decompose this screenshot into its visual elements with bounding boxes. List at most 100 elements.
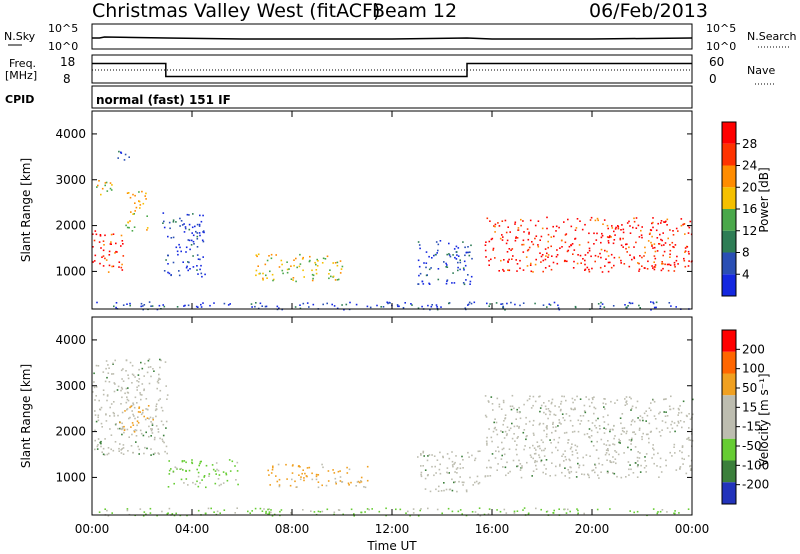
power-cell (419, 247, 421, 250)
power-cell (600, 236, 603, 239)
velocity-cell (645, 433, 648, 436)
velocity-cell (261, 510, 264, 512)
power-cell (417, 241, 420, 243)
velocity-cell (346, 472, 349, 474)
power-cell (463, 260, 466, 263)
velocity-cell (165, 385, 167, 387)
power-cell (626, 243, 628, 245)
velocity-cell (594, 424, 596, 427)
power-cell (546, 216, 548, 219)
power-cell (445, 266, 447, 268)
velocity-cell (120, 369, 123, 372)
velocity-cell (555, 446, 557, 449)
velocity-cell (102, 453, 105, 456)
power-cell (664, 263, 666, 266)
velocity-cell (337, 509, 340, 511)
velocity-cell (501, 448, 504, 451)
power-cell (557, 307, 560, 309)
power-cell (398, 305, 400, 308)
power-cell (288, 268, 290, 270)
velocity-cell (647, 433, 649, 436)
power-cell (306, 302, 309, 304)
power-cell (315, 272, 318, 275)
power-cell (456, 254, 458, 256)
velocity-cell (95, 364, 98, 367)
power-cell (163, 226, 166, 229)
power-cell (658, 243, 660, 245)
velocity-cell (540, 460, 542, 463)
velocity-cell (689, 439, 692, 441)
velocity-cell (300, 476, 302, 478)
velocity-cell (215, 473, 217, 475)
velocity-cell (205, 486, 207, 489)
velocity-cell (576, 508, 578, 510)
velocity-cell (563, 460, 565, 462)
velocity-cell (565, 458, 567, 461)
power-cell (464, 246, 466, 249)
velocity-cell (95, 395, 97, 397)
power-cell (418, 274, 420, 277)
velocity-cell (120, 428, 122, 430)
velocity-cell (438, 468, 441, 471)
velocity-cell (106, 395, 109, 397)
power-cell (328, 277, 330, 280)
power-cell (99, 262, 101, 265)
velocity-cell (231, 460, 234, 463)
power-cell (526, 265, 529, 267)
velocity-cell (511, 437, 514, 440)
velocity-cell (426, 459, 429, 462)
power-cell (486, 302, 488, 305)
velocity-cell (689, 465, 691, 468)
velocity-cell (549, 411, 552, 413)
power-cell (186, 265, 188, 268)
velocity-cell (150, 421, 152, 423)
velocity-cell (518, 406, 520, 409)
velocity-cell (639, 471, 642, 473)
power-cell (534, 237, 536, 240)
power-cell (126, 226, 129, 229)
power-cell (516, 237, 519, 239)
power-cell (473, 301, 476, 304)
power-cell (537, 245, 540, 248)
velocity-cell (498, 450, 500, 453)
velocity-cell (559, 463, 561, 466)
power-cell (510, 301, 512, 304)
cpid-text: normal (fast) 151 IF (96, 93, 231, 107)
power-cell (259, 302, 262, 305)
velocity-cell (125, 370, 127, 372)
velocity-cell (119, 427, 121, 430)
power-cell (316, 265, 319, 267)
velocity-cell (137, 445, 139, 448)
power-cell (614, 234, 616, 236)
power-cell (639, 307, 641, 309)
velocity-cell (605, 452, 608, 454)
power-cell (687, 265, 690, 267)
velocity-cell (94, 439, 96, 442)
velocity-cell (567, 508, 569, 511)
power-cell (265, 274, 267, 277)
velocity-cell (168, 460, 170, 462)
power-cell (200, 272, 203, 275)
power-cell (299, 304, 301, 306)
power-cell (614, 228, 617, 230)
power-cell (500, 303, 502, 305)
power-cell (590, 255, 592, 258)
velocity-cell (412, 508, 415, 510)
power-cell (421, 280, 424, 283)
power-cell (452, 272, 454, 274)
velocity-cell (119, 421, 121, 424)
velocity-cell (679, 450, 681, 452)
velocity-cell (518, 459, 520, 462)
velocity-cell (653, 462, 655, 465)
velocity-cell (567, 442, 569, 444)
velocity-cell (648, 407, 651, 409)
velocity-cell (502, 401, 505, 404)
velocity-cell (646, 414, 649, 417)
velocity-cell (575, 476, 578, 478)
power-cell (101, 187, 104, 190)
velocity-cell (582, 456, 584, 459)
power-cell (417, 259, 420, 262)
velocity-cell (130, 445, 133, 447)
power-cell (436, 308, 439, 311)
power-cell (144, 195, 146, 197)
